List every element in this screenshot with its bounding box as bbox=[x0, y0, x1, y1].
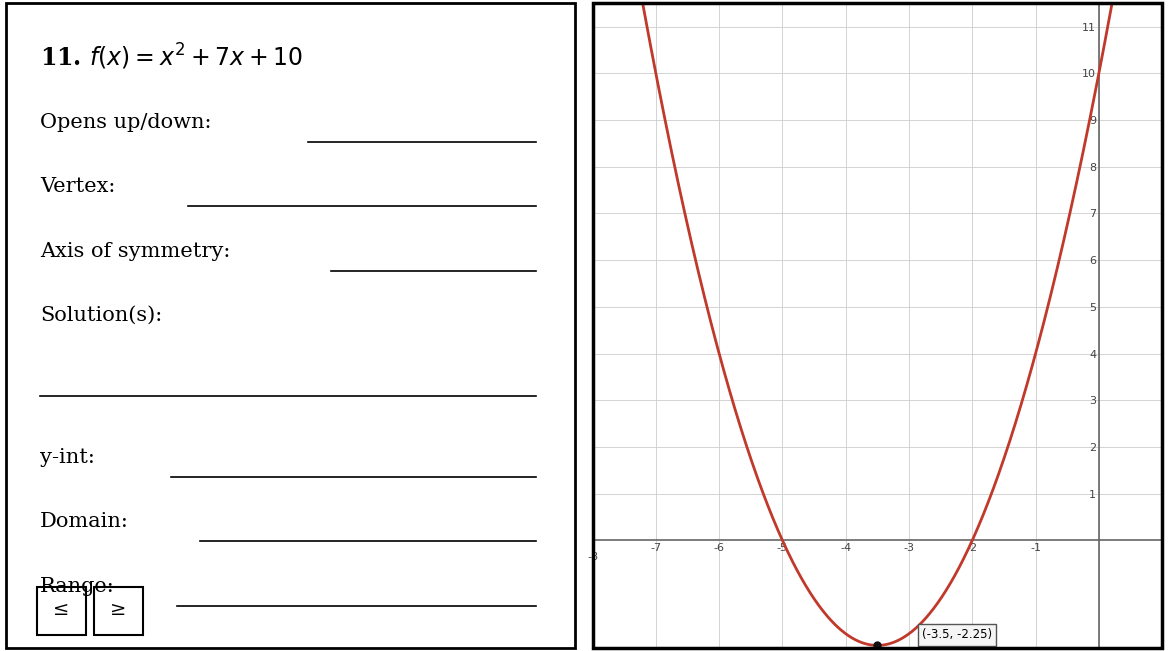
Text: 11. $f(x) = x^2 + 7x + 10$: 11. $f(x) = x^2 + 7x + 10$ bbox=[40, 42, 303, 72]
Text: Opens up/down:: Opens up/down: bbox=[40, 113, 211, 132]
Text: Vertex:: Vertex: bbox=[40, 177, 116, 196]
Text: -8: -8 bbox=[588, 552, 598, 562]
Text: y-int:: y-int: bbox=[40, 448, 95, 467]
Text: ≤: ≤ bbox=[54, 602, 70, 619]
Text: Solution(s):: Solution(s): bbox=[40, 306, 162, 325]
FancyBboxPatch shape bbox=[37, 587, 85, 635]
Text: (-3.5, -2.25): (-3.5, -2.25) bbox=[922, 628, 992, 641]
Text: Domain:: Domain: bbox=[40, 512, 128, 531]
Text: ≥: ≥ bbox=[110, 602, 126, 619]
Text: Range:: Range: bbox=[40, 577, 114, 596]
FancyBboxPatch shape bbox=[6, 3, 576, 648]
Text: Axis of symmetry:: Axis of symmetry: bbox=[40, 242, 230, 260]
FancyBboxPatch shape bbox=[95, 587, 142, 635]
